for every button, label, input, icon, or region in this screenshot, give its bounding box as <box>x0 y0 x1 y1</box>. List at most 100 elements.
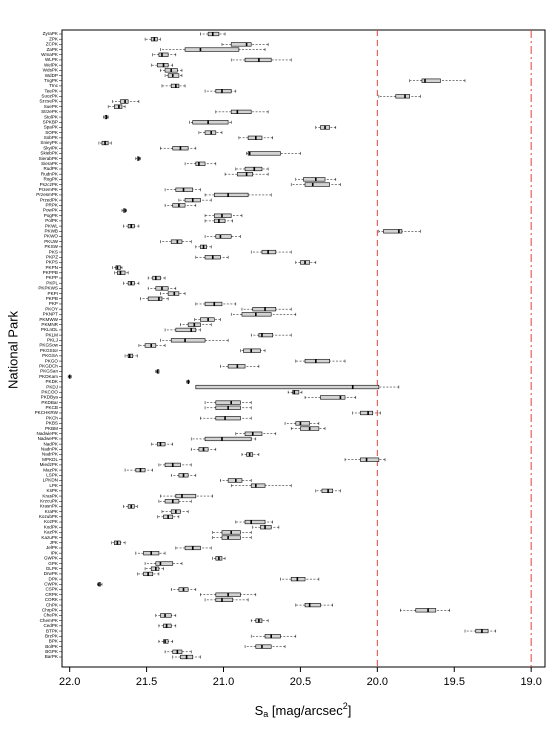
box <box>158 52 169 57</box>
y-tick-label: PKCB <box>45 405 58 410</box>
y-tick-label: GLPK <box>46 566 59 571</box>
y-tick-label: PKWO <box>44 234 58 239</box>
y-tick-label: BPK <box>49 639 59 644</box>
box <box>292 390 300 395</box>
y-tick-label: PKPN <box>45 265 58 270</box>
x-label-part: [mag/arcsec <box>268 703 343 718</box>
y-tick-label: PKSW <box>44 244 58 249</box>
y-tick-label: SzcsePK <box>39 99 59 104</box>
y-tick-label: IPK <box>51 550 59 555</box>
y-tick-label: PKPB <box>46 296 58 301</box>
box <box>237 172 254 177</box>
y-tick-label: ZaPK <box>47 47 59 52</box>
y-tick-label: DrwPK <box>44 571 59 576</box>
y-tick-label: WdDP <box>45 73 58 78</box>
box <box>383 229 403 234</box>
box <box>295 421 310 426</box>
y-tick-label: ChrpPK <box>42 607 59 612</box>
y-tick-label: KazPK <box>44 530 59 535</box>
box <box>304 358 330 364</box>
y-tick-label: KozubPK <box>39 514 59 519</box>
y-tick-label: PKLJ <box>47 338 58 343</box>
y-tick-label: PKP <box>49 301 58 306</box>
y-tick-label: SnieyPK <box>40 140 59 145</box>
y-tick-label: BGPK <box>45 649 59 654</box>
box <box>170 338 206 343</box>
box <box>415 608 437 613</box>
y-tick-label: PKDK <box>45 379 58 384</box>
y-tick-label: StrzePK <box>41 109 59 114</box>
box <box>395 94 410 99</box>
y-tick-label: SobPK <box>44 135 59 140</box>
box <box>255 644 272 649</box>
y-tick-label: BolPK <box>45 644 59 649</box>
y-tick-label: PKGSan <box>40 369 58 374</box>
y-tick-label: PKLnDL <box>41 327 59 332</box>
y-tick-label: BarPK <box>45 654 59 659</box>
y-tick-label: KrasPK <box>42 493 59 498</box>
x-tick-label: 19.0 <box>520 676 541 688</box>
box <box>175 493 197 499</box>
y-tick-label: PszczPK <box>40 182 59 187</box>
box <box>175 327 197 333</box>
y-tick-label: PrzesmPK <box>36 192 59 197</box>
y-tick-label: TeePK <box>44 88 58 93</box>
y-tick-label: ChemPK <box>40 618 59 623</box>
y-tick-label: KsPK <box>47 488 59 493</box>
y-tick-label: SPKBP <box>43 119 58 124</box>
y-tick-label: GWPK <box>44 556 59 561</box>
y-tick-label: KozPK <box>44 519 59 524</box>
x-label-sub: a <box>263 709 268 719</box>
y-tick-label: PKPI <box>48 291 58 296</box>
y-tick-label: PKCOO <box>41 389 58 394</box>
y-tick-label: KrzcuPK <box>40 498 59 503</box>
y-tick-label: PKPPB <box>43 270 58 275</box>
y-tick-label: MazPK <box>43 467 59 472</box>
y-tick-label: JelPK <box>46 545 59 550</box>
y-tick-label: SierabPK <box>39 156 59 161</box>
y-tick-label: BTPK <box>46 628 59 633</box>
y-tick-label: PKBS <box>46 421 58 426</box>
y-tick-label: PKPL <box>46 280 58 285</box>
x-tick-label: 21.5 <box>136 676 157 688</box>
y-tick-label: PrzedPK <box>40 197 59 202</box>
box <box>215 416 241 421</box>
y-tick-label: SkiebPK <box>40 151 59 156</box>
y-tick-label: CedPK <box>43 623 58 628</box>
box <box>221 535 241 540</box>
y-tick-label: PKGStor <box>40 348 59 353</box>
y-tick-label: SkyiPK <box>43 145 59 150</box>
y-tick-label: MiedzPK <box>40 462 59 467</box>
y-tick-label: PKS <box>49 249 58 254</box>
x-tick-label: 22.0 <box>59 676 80 688</box>
y-tick-label: SuePK <box>44 104 59 109</box>
box <box>195 384 380 390</box>
y-tick-label: RudPK <box>43 166 58 171</box>
x-tick-label: 20.0 <box>367 676 388 688</box>
y-tick-label: PKGDCh <box>39 363 58 368</box>
y-tick-label: PowPK <box>43 208 59 213</box>
box <box>215 234 232 239</box>
y-tick-label: TInc <box>49 83 59 88</box>
y-tick-label: PogPK <box>44 213 59 218</box>
x-label-part: S <box>255 703 264 718</box>
x-tick-label: 20.5 <box>290 676 311 688</box>
box <box>320 395 346 400</box>
box <box>303 177 326 182</box>
y-tick-label: PKNPT <box>43 312 59 317</box>
y-tick-label: PKWB <box>44 229 58 234</box>
y-tick-label: PrzemPK <box>39 187 59 192</box>
box <box>264 634 281 639</box>
y-tick-label: SpaPK <box>44 125 59 130</box>
box <box>360 410 374 416</box>
box <box>195 161 206 166</box>
y-tick-label: LSPK <box>46 473 59 478</box>
box <box>247 151 281 156</box>
y-tick-label: NadwePK <box>38 436 59 441</box>
y-tick-label: PKPKWS <box>38 286 58 291</box>
y-tick-label: PolPK <box>45 218 59 223</box>
y-tick-label: PKGO <box>45 358 59 363</box>
